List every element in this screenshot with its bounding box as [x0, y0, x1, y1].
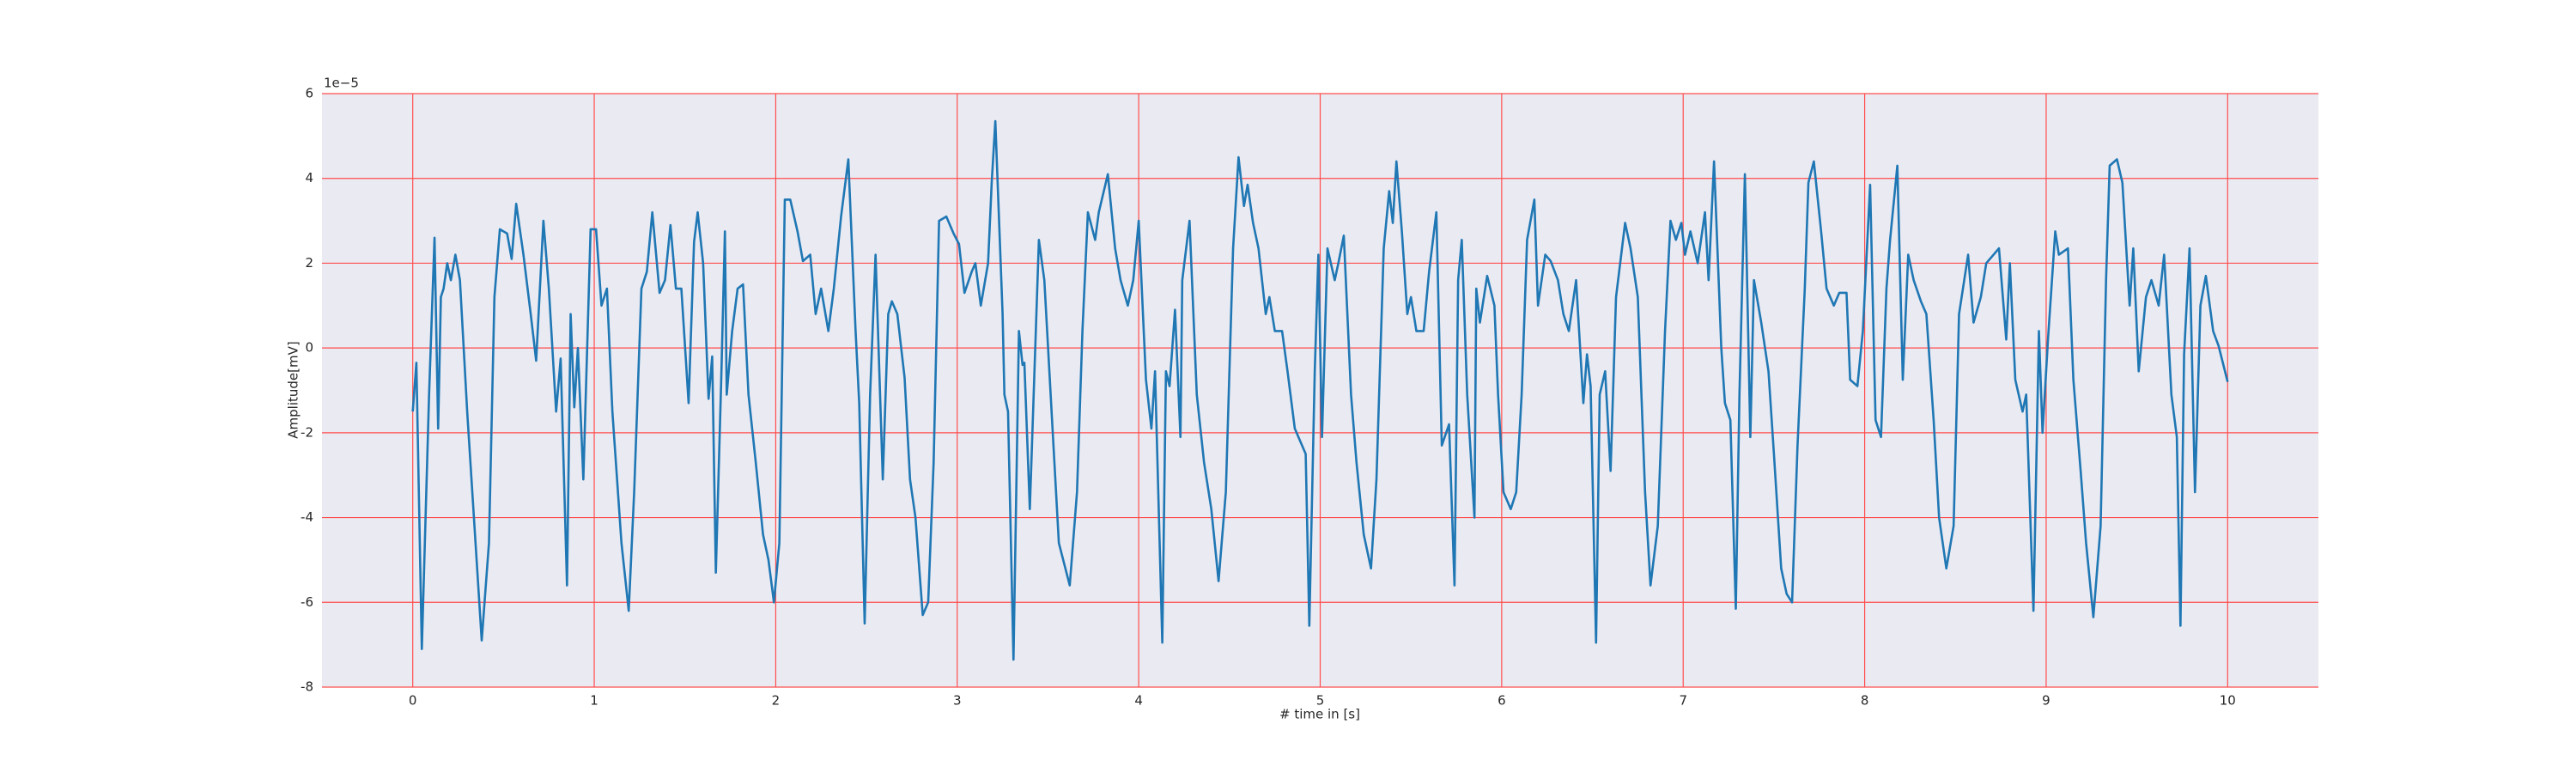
y-tick-label: -4 [301, 509, 313, 525]
y-offset-label: 1e−5 [324, 76, 359, 91]
y-tick-label: -6 [301, 594, 313, 610]
x-tick-label: 9 [2042, 693, 2050, 709]
x-tick-label: 1 [590, 693, 598, 709]
x-tick-label: 0 [409, 693, 417, 709]
x-tick-label: 7 [1679, 693, 1687, 709]
x-tick-label: 8 [1861, 693, 1869, 709]
x-tick-label: 4 [1134, 693, 1143, 709]
y-axis-label: Amplitude[mV] [286, 341, 301, 438]
y-tick-label: 0 [305, 340, 313, 356]
data-line [411, 119, 2229, 661]
x-tick-label: 2 [772, 693, 781, 709]
y-tick-label: 2 [305, 255, 313, 271]
y-tick-label: -8 [301, 679, 313, 695]
x-tick-label: 5 [1316, 693, 1325, 709]
x-tick-label: 10 [2220, 693, 2236, 709]
x-axis-label: # time in [s] [1279, 707, 1360, 722]
x-tick-label: 6 [1498, 693, 1506, 709]
x-tick-label: 3 [953, 693, 962, 709]
y-tick-label: -2 [301, 424, 313, 440]
y-tick-label: 4 [305, 170, 313, 186]
y-tick-label: 6 [305, 86, 313, 101]
